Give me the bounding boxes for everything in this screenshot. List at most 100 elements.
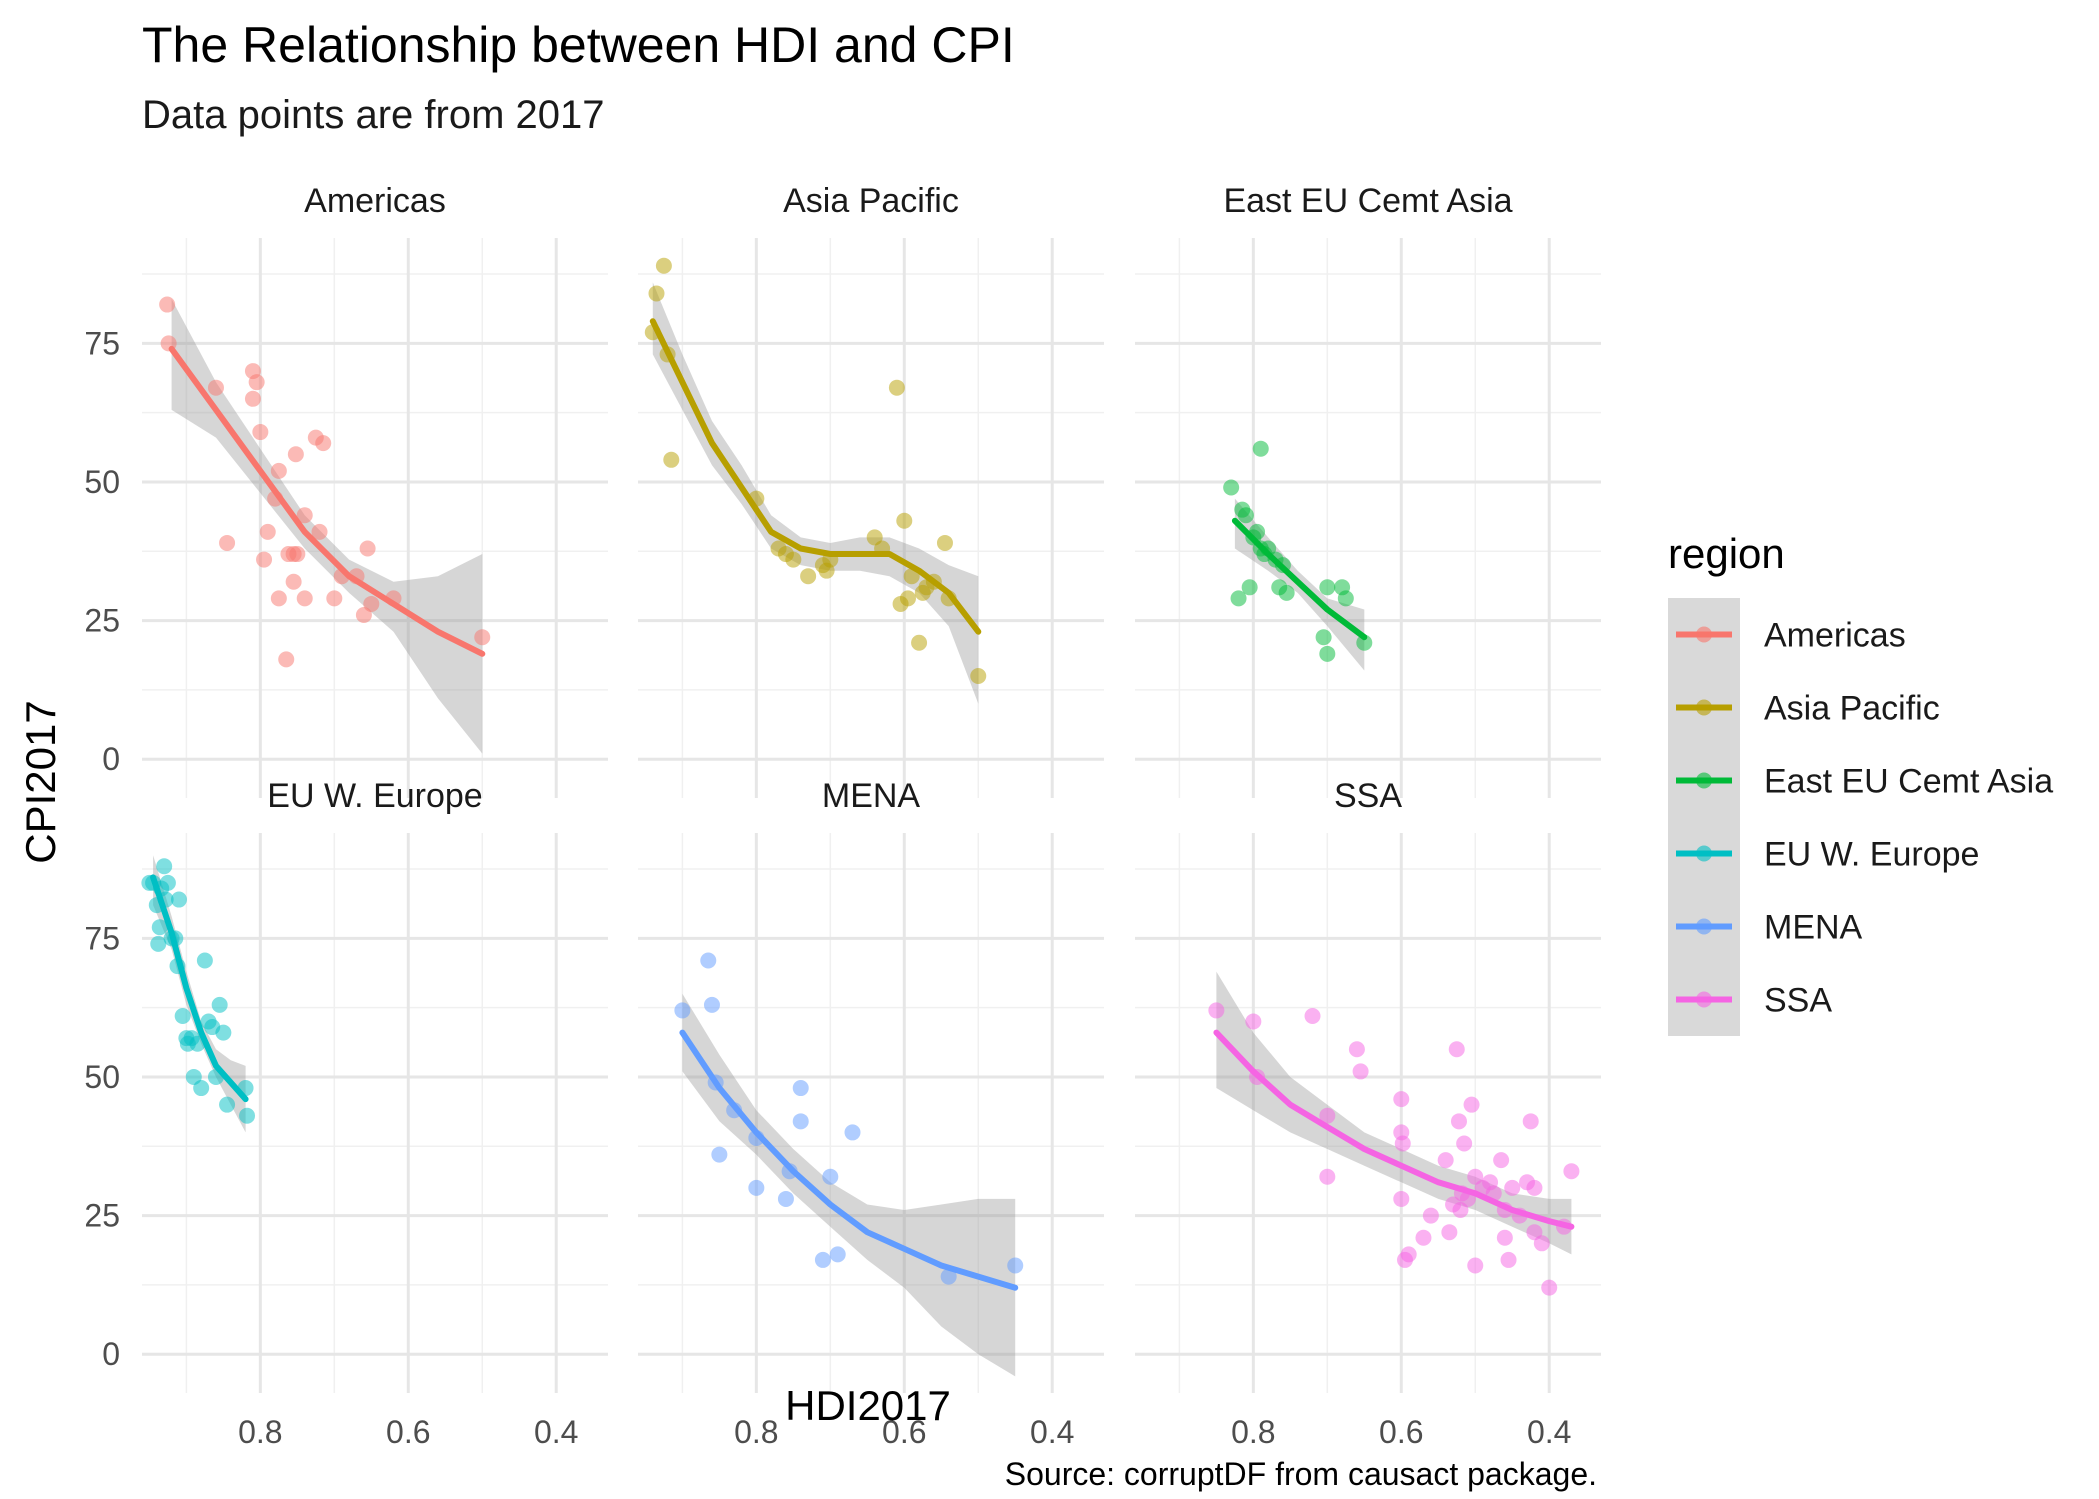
y-tick-label: 0	[102, 1336, 120, 1372]
facet-panels: Americas 0 25 50 75 Asia Pacific East EU Cemt …	[84, 182, 1601, 1450]
data-point-east-eu-cemt-asia	[1237, 507, 1254, 524]
facet-label-americas: Americas	[304, 182, 446, 220]
x-axis-title: HDI2017	[785, 1382, 951, 1429]
legend-item-east-eu-cemt-asia: East EU Cemt Asia	[1676, 763, 2053, 801]
data-point-asia-pacific	[648, 285, 665, 302]
data-point-ssa	[1467, 1257, 1484, 1274]
data-point-asia-pacific	[663, 451, 680, 468]
data-point-americas	[326, 590, 343, 607]
x-tick-label: 0.8	[1231, 1414, 1275, 1450]
data-point-asia-pacific	[911, 634, 928, 651]
data-point-americas	[256, 551, 273, 568]
facet-label-east-eu-cemt-asia: East EU Cemt Asia	[1223, 182, 1512, 220]
y-axis-title: CPI2017	[17, 700, 64, 863]
data-point-asia-pacific	[785, 551, 802, 568]
data-point-mena	[792, 1080, 809, 1097]
data-point-americas	[248, 374, 265, 391]
data-point-ssa	[1208, 1002, 1225, 1019]
data-point-asia-pacific	[899, 590, 916, 607]
data-point-americas	[359, 540, 376, 557]
chart-title: The Relationship between HDI and CPI	[142, 17, 1015, 73]
legend-key-point	[1696, 918, 1712, 935]
confidence-band-americas	[171, 299, 483, 754]
panel-eu-w-europe: EU W. Europe 0 25 50 75 0.8 0.6 0.4	[84, 777, 608, 1450]
data-point-mena	[711, 1146, 728, 1163]
data-point-ssa	[1533, 1235, 1550, 1252]
legend-key-point	[1696, 699, 1712, 716]
data-point-americas	[270, 590, 287, 607]
y-tick-label: 0	[102, 741, 120, 777]
x-tick-label: 0.6	[1379, 1414, 1423, 1450]
legend-key-background	[1668, 598, 1740, 1036]
trend-line-mena	[679, 1029, 1019, 1291]
data-point-asia-pacific	[655, 257, 672, 274]
data-point-ssa	[1563, 1163, 1580, 1180]
data-point-eu-w-europe	[150, 935, 167, 952]
data-point-ssa	[1437, 1152, 1454, 1169]
data-point-mena	[822, 1168, 839, 1185]
data-point-east-eu-cemt-asia	[1278, 584, 1295, 601]
facet-label-mena: MENA	[822, 777, 921, 815]
facet-label-eu-w-europe: EU W. Europe	[267, 777, 482, 815]
data-point-americas	[289, 546, 306, 563]
data-point-eu-w-europe	[239, 1107, 256, 1124]
legend-key-point	[1696, 845, 1712, 862]
data-point-mena	[777, 1190, 794, 1207]
data-point-asia-pacific	[970, 668, 987, 685]
data-point-americas	[474, 629, 491, 646]
confidence-band-eu-w-europe	[153, 855, 246, 1133]
data-point-americas	[311, 523, 328, 540]
x-tick-label: 0.6	[882, 1414, 926, 1450]
data-point-mena	[829, 1246, 846, 1263]
legend-label: MENA	[1764, 909, 1863, 947]
data-point-eu-w-europe	[215, 1024, 232, 1041]
trend-line-eu-w-europe	[150, 874, 249, 1103]
data-point-asia-pacific	[800, 568, 817, 585]
data-point-mena	[814, 1251, 831, 1268]
data-point-americas	[207, 379, 224, 396]
y-tick-label: 75	[84, 325, 120, 361]
data-point-eu-w-europe	[211, 996, 228, 1013]
y-tick-label: 50	[84, 1059, 120, 1095]
legend: region Americas Asia Pacific East EU Cemt …	[1668, 530, 2053, 1036]
data-point-eu-w-europe	[151, 919, 168, 936]
data-point-asia-pacific	[896, 512, 913, 529]
panel-ssa: SSA 0.8 0.6 0.4	[1135, 777, 1601, 1450]
data-point-mena	[940, 1268, 957, 1285]
chart-subtitle: Data points are from 2017	[142, 93, 604, 137]
legend-title: region	[1668, 530, 1785, 577]
data-point-ssa	[1441, 1224, 1458, 1241]
legend-label: EU W. Europe	[1764, 836, 1979, 874]
x-tick-label: 0.8	[734, 1414, 778, 1450]
data-point-asia-pacific	[888, 379, 905, 396]
data-point-americas	[315, 435, 332, 452]
data-point-ssa	[1394, 1135, 1411, 1152]
panel-east-eu-cemt-asia: East EU Cemt Asia	[1135, 182, 1601, 798]
trend-line-ssa	[1213, 1029, 1575, 1230]
y-tick-label: 75	[84, 920, 120, 956]
legend-label: East EU Cemt Asia	[1764, 763, 2053, 801]
data-point-ssa	[1319, 1107, 1336, 1124]
data-point-americas	[296, 590, 313, 607]
data-point-mena	[703, 996, 720, 1013]
data-point-americas	[285, 573, 302, 590]
legend-item-mena: MENA	[1676, 909, 1863, 947]
data-point-mena	[1007, 1257, 1024, 1274]
data-point-eu-w-europe	[219, 1096, 236, 1113]
data-point-east-eu-cemt-asia	[1223, 479, 1240, 496]
data-point-eu-w-europe	[159, 874, 176, 891]
data-point-mena	[748, 1179, 765, 1196]
panel-americas: Americas 0 25 50 75	[84, 182, 608, 798]
legend-key-point	[1696, 991, 1712, 1008]
data-point-east-eu-cemt-asia	[1319, 645, 1336, 662]
trend-line-east-eu-cemt-asia	[1231, 517, 1368, 641]
panel-asia-pacific: Asia Pacific	[638, 182, 1104, 798]
data-point-east-eu-cemt-asia	[1319, 579, 1336, 596]
data-point-ssa	[1522, 1113, 1539, 1130]
x-tick-label: 0.4	[534, 1414, 578, 1450]
data-point-ssa	[1245, 1013, 1262, 1030]
data-point-ssa	[1504, 1179, 1521, 1196]
data-point-ssa	[1422, 1207, 1439, 1224]
data-point-americas	[270, 462, 287, 479]
data-point-east-eu-cemt-asia	[1252, 440, 1269, 457]
